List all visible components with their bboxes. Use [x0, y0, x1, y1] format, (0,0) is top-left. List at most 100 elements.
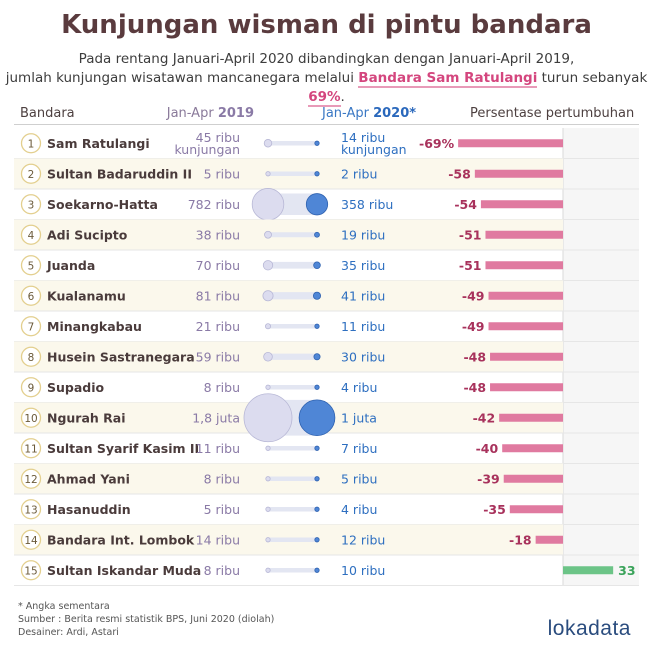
bubble-2020 [314, 323, 320, 329]
rank-number: 14 [24, 535, 38, 547]
growth-label: -18 [509, 532, 532, 547]
growth-label: -48 [463, 349, 486, 364]
bubble-2020 [314, 476, 320, 482]
highlight-percent: 69% [308, 89, 341, 107]
growth-bar [503, 474, 563, 483]
airport-name: Juanda [46, 258, 95, 273]
rank-badge [20, 133, 42, 154]
bubble-2019 [263, 139, 273, 148]
value-2019: 81 ribu [196, 288, 240, 303]
rank-badge [20, 285, 42, 306]
bubble-2020 [314, 384, 320, 390]
subtitle-text: jumlah kunjungan wisatawan mancanegara m… [5, 70, 359, 86]
rank-number: 3 [28, 199, 35, 211]
growth-bar [488, 291, 563, 300]
rank-number: 4 [28, 230, 35, 242]
rank-badge [20, 346, 42, 367]
value-2019: 5 ribu [204, 166, 240, 181]
value-2019: 38 ribu [196, 227, 240, 242]
subtitle: Pada rentang Januari-April 2020 dibandin… [0, 50, 653, 107]
bubble-2019 [264, 230, 272, 239]
airport-name: Adi Sucipto [47, 227, 128, 242]
airport-name: Ngurah Rai [47, 410, 126, 425]
airport-name: Minangkabau [47, 319, 142, 334]
value-2020: 5 ribu [341, 471, 377, 486]
value-2020: 19 ribu [341, 227, 385, 242]
bubble-2020 [313, 353, 321, 361]
bubble-2020 [313, 261, 321, 269]
bubble-2019 [265, 537, 271, 543]
value-2020: 4 ribu [341, 380, 377, 395]
rank-number: 1 [28, 138, 35, 150]
value-2020: 11 ribu [341, 319, 385, 334]
rank-badge [20, 194, 42, 215]
subtitle-text: turun sebanyak [537, 70, 648, 86]
rank-number: 7 [28, 321, 35, 333]
rank-number: 2 [28, 169, 35, 181]
growth-label: -35 [483, 502, 506, 517]
growth-label: -51 [459, 227, 482, 242]
footer-designer: Desainer: Ardi, Astari [18, 627, 119, 638]
growth-label: -49 [462, 319, 485, 334]
value-2019: 70 ribu [196, 258, 240, 273]
growth-bar [499, 413, 563, 422]
header-divider [14, 124, 639, 125]
growth-label: -48 [463, 380, 486, 395]
value-2020: 30 ribu [341, 349, 385, 364]
bubble-2020 [298, 399, 336, 437]
rank-badge [20, 316, 42, 337]
rank-badge [20, 163, 42, 184]
bubble-2020 [305, 193, 329, 216]
rank-number: 9 [28, 382, 35, 394]
airport-name: Sultan Badaruddin II [47, 166, 192, 181]
growth-label: -40 [476, 441, 499, 456]
growth-bar [490, 352, 563, 361]
rank-number: 10 [24, 413, 37, 425]
rank-number: 12 [24, 474, 37, 486]
value-2020: 35 ribu [341, 258, 385, 273]
bubble-2019 [265, 384, 271, 390]
growth-label: -58 [448, 166, 471, 181]
rank-number: 6 [28, 291, 35, 303]
bubble-2019 [265, 171, 271, 177]
growth-bar [509, 505, 563, 514]
airport-name: Supadio [47, 380, 105, 395]
bubble-2019 [263, 352, 273, 362]
growth-bar [480, 200, 563, 209]
value-2019: 11 ribu [196, 441, 240, 456]
value-2019: 14 ribu [196, 532, 240, 547]
rank-badge [20, 224, 42, 245]
header-growth: Persentase pertumbuhan [470, 106, 635, 121]
value-2020: 2 ribu [341, 166, 377, 181]
rank-number: 11 [24, 443, 37, 455]
bubble-2019 [265, 506, 271, 512]
bubble-2020 [314, 537, 320, 543]
airport-name: Hasanuddin [47, 502, 131, 517]
rank-badge [20, 560, 42, 581]
bubble-2020 [314, 506, 320, 512]
growth-bar [474, 169, 563, 178]
growth-label: -39 [477, 471, 500, 486]
value-2020: 4 ribu [341, 502, 377, 517]
rank-number: 5 [28, 260, 35, 272]
footer: * Angka sementara Sumber : Berita resmi … [18, 600, 274, 639]
value-2020: 7 ribu [341, 441, 377, 456]
header-2019-year: 2019 [217, 106, 254, 121]
header-bandara: Bandara [20, 106, 75, 121]
header-2019: Jan-Apr 2019 [150, 106, 254, 121]
growth-bar [490, 383, 563, 392]
growth-positive-area [563, 128, 639, 586]
bubble-2019 [262, 290, 274, 302]
bubble-2020 [314, 171, 320, 177]
value-2019: 1,8 juta [192, 410, 240, 425]
rank-badge [20, 255, 42, 276]
bubble-2019 [265, 476, 271, 482]
lokadata-logo: lokadata [547, 617, 631, 640]
rank-badge [20, 468, 42, 489]
value-2019: 59 ribu [196, 349, 240, 364]
header-2020: Jan-Apr 2020* [322, 106, 416, 121]
growth-label: -49 [462, 288, 485, 303]
growth-label: 33 [618, 563, 635, 578]
rank-badge [20, 407, 42, 428]
growth-label: -51 [459, 258, 482, 273]
